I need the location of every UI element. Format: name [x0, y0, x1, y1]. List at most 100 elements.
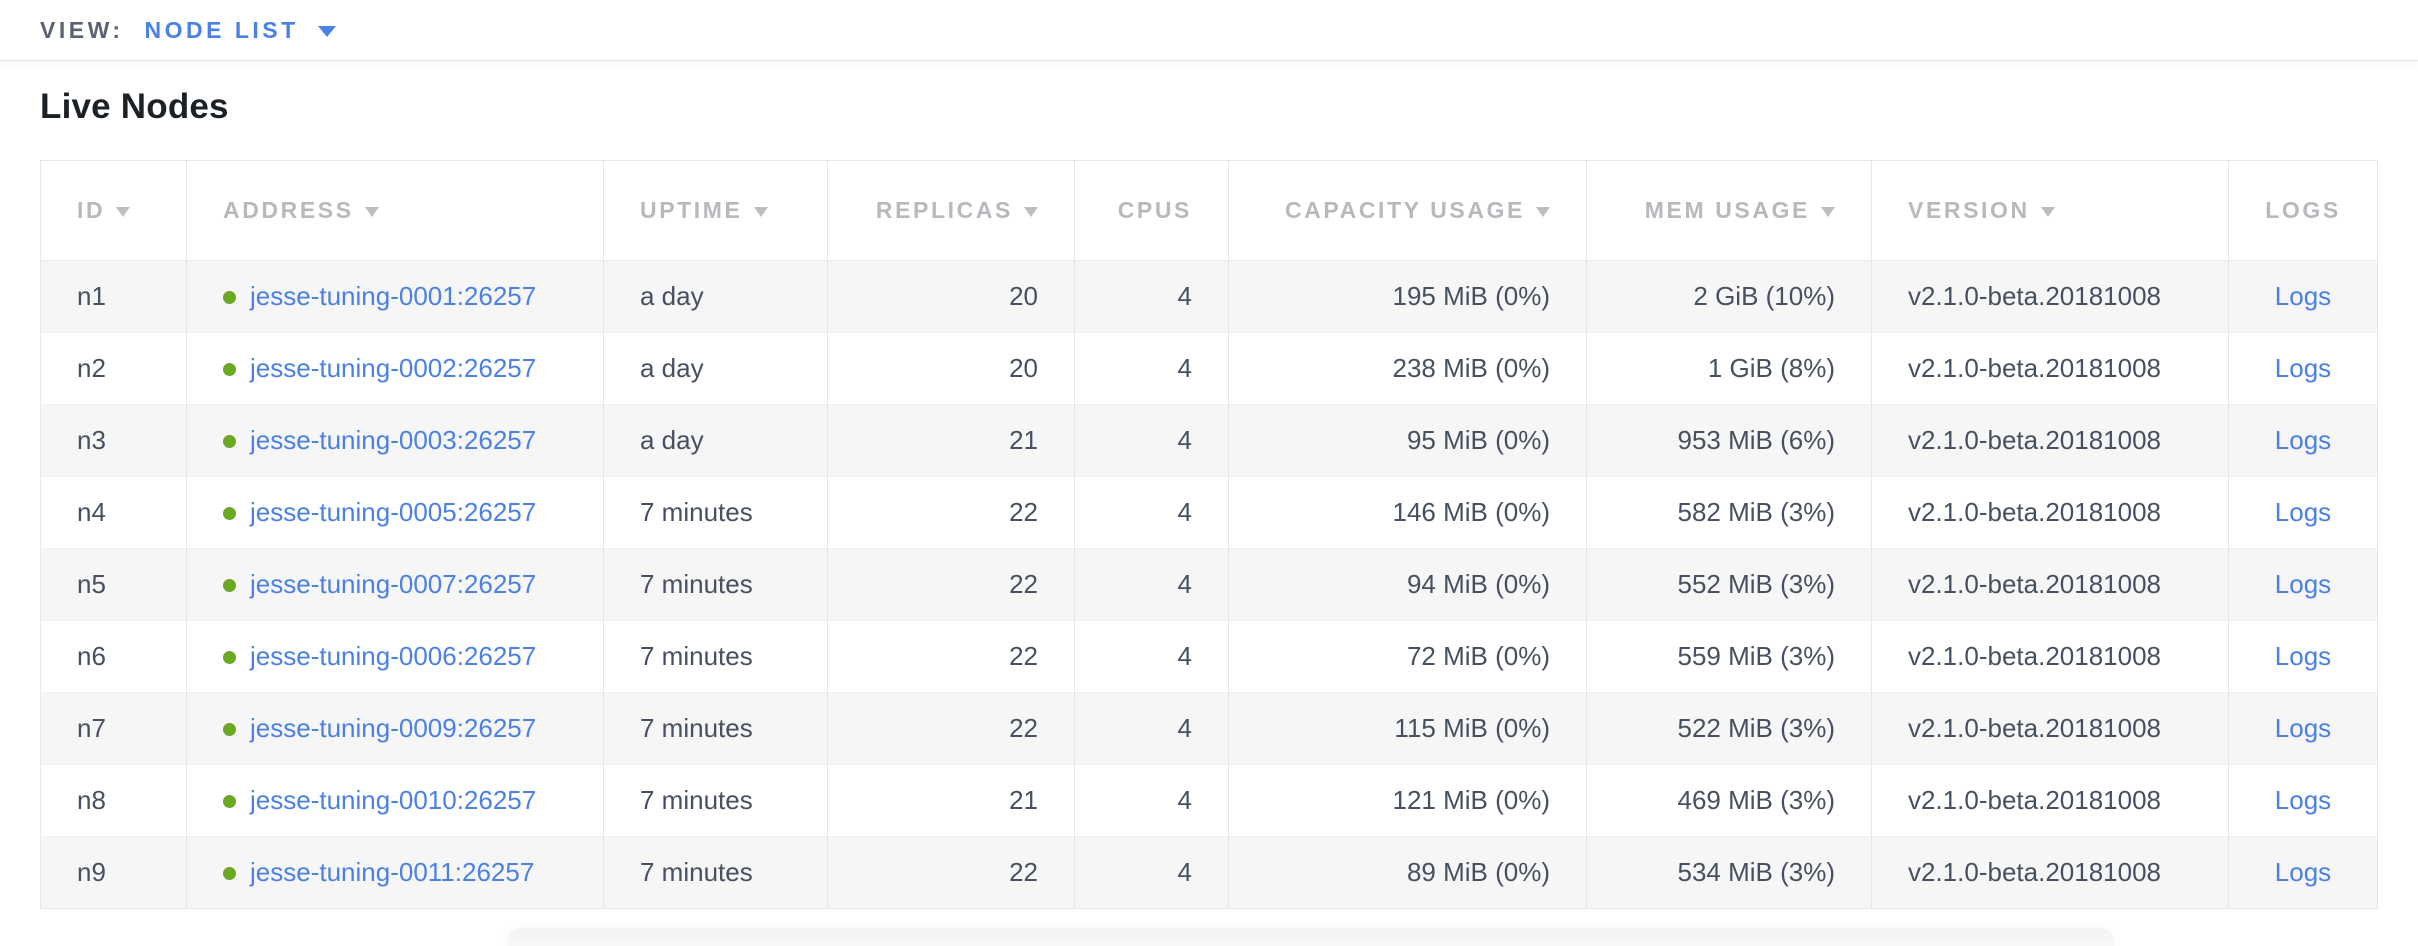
- cell-value: 95 MiB (0%): [1406, 425, 1550, 455]
- table-header-row: ID ADDRESS UPTIME REPLICAS CPUS CAPACITY USAG…: [40, 160, 2378, 261]
- cell-value: n9: [77, 857, 106, 887]
- cell-version: v2.1.0-beta.20181008: [1871, 476, 2229, 549]
- node-live-status-icon: [223, 507, 236, 520]
- cell-logs: Logs: [2228, 764, 2378, 837]
- cell-version: v2.1.0-beta.20181008: [1871, 260, 2229, 333]
- node-live-status-icon: [223, 579, 236, 592]
- cell-value: n8: [77, 785, 106, 815]
- logs-link[interactable]: Logs: [2274, 281, 2332, 311]
- logs-link[interactable]: Logs: [2274, 425, 2332, 455]
- column-header-mem_usage[interactable]: MEM USAGE: [1586, 160, 1872, 261]
- node-live-status-icon: [223, 291, 236, 304]
- cell-address: jesse-tuning-0010:26257: [186, 764, 604, 837]
- view-selector[interactable]: NODE LIST: [145, 17, 336, 44]
- view-selector-value: NODE LIST: [144, 16, 299, 43]
- logs-link[interactable]: Logs: [2274, 353, 2332, 383]
- cell-uptime: a day: [603, 332, 828, 405]
- cell-cpus: 4: [1074, 476, 1229, 549]
- logs-link[interactable]: Logs: [2274, 497, 2332, 527]
- node-address-link[interactable]: jesse-tuning-0001:26257: [250, 281, 537, 311]
- cell-mem_usage: 1 GiB (8%): [1586, 332, 1872, 405]
- cell-mem_usage: 534 MiB (3%): [1586, 836, 1872, 909]
- cell-uptime: 7 minutes: [603, 692, 828, 765]
- cell-value: 534 MiB (3%): [1677, 857, 1836, 887]
- cell-value: v2.1.0-beta.20181008: [1908, 857, 2161, 887]
- cell-value: n7: [77, 713, 106, 743]
- cell-value: 582 MiB (3%): [1677, 497, 1836, 527]
- page-title: Live Nodes: [40, 87, 229, 126]
- cell-value: 4: [1177, 857, 1192, 887]
- cell-replicas: 22: [827, 476, 1075, 549]
- node-address-link[interactable]: jesse-tuning-0006:26257: [250, 641, 537, 671]
- cell-value: 72 MiB (0%): [1406, 641, 1550, 671]
- cell-replicas: 22: [827, 692, 1075, 765]
- column-header-label: UPTIME: [640, 197, 743, 223]
- cell-address: jesse-tuning-0003:26257: [186, 404, 604, 477]
- cell-value: 21: [1009, 785, 1038, 815]
- cell-mem_usage: 582 MiB (3%): [1586, 476, 1872, 549]
- cell-value: a day: [640, 281, 704, 311]
- cell-value: 22: [1009, 641, 1038, 671]
- node-address-link[interactable]: jesse-tuning-0005:26257: [250, 497, 537, 527]
- column-header-uptime[interactable]: UPTIME: [603, 160, 828, 261]
- cell-id: n5: [40, 548, 187, 621]
- cell-address: jesse-tuning-0001:26257: [186, 260, 604, 333]
- column-header-label: ID: [77, 197, 106, 223]
- sort-descending-icon: [1821, 206, 1835, 217]
- cell-value: 4: [1177, 281, 1192, 311]
- column-header-id[interactable]: ID: [40, 160, 187, 261]
- logs-link[interactable]: Logs: [2274, 641, 2332, 671]
- cell-cpus: 4: [1074, 260, 1229, 333]
- node-address-link[interactable]: jesse-tuning-0010:26257: [250, 785, 537, 815]
- cell-version: v2.1.0-beta.20181008: [1871, 548, 2229, 621]
- cell-value: 953 MiB (6%): [1677, 425, 1836, 455]
- table-row: n3 jesse-tuning-0003:26257 a day 21 4 95 MiB …: [40, 404, 2378, 477]
- node-address-link[interactable]: jesse-tuning-0011:26257: [250, 857, 535, 887]
- cell-cpus: 4: [1074, 836, 1229, 909]
- cell-mem_usage: 559 MiB (3%): [1586, 620, 1872, 693]
- cell-value: 2 GiB (10%): [1693, 281, 1835, 311]
- cell-capacity_usage: 238 MiB (0%): [1228, 332, 1587, 405]
- cell-capacity_usage: 115 MiB (0%): [1228, 692, 1587, 765]
- logs-link[interactable]: Logs: [2274, 857, 2332, 887]
- cell-value: 146 MiB (0%): [1392, 497, 1551, 527]
- cell-value: 22: [1009, 497, 1038, 527]
- cell-version: v2.1.0-beta.20181008: [1871, 620, 2229, 693]
- cell-mem_usage: 2 GiB (10%): [1586, 260, 1872, 333]
- cell-replicas: 20: [827, 260, 1075, 333]
- cell-address: jesse-tuning-0005:26257: [186, 476, 604, 549]
- node-address-link[interactable]: jesse-tuning-0007:26257: [250, 569, 537, 599]
- cell-cpus: 4: [1074, 764, 1229, 837]
- table-row: n9 jesse-tuning-0011:26257 7 minutes 22 4 89 …: [40, 836, 2378, 909]
- logs-link[interactable]: Logs: [2274, 569, 2332, 599]
- node-address-link[interactable]: jesse-tuning-0009:26257: [250, 713, 537, 743]
- cell-version: v2.1.0-beta.20181008: [1871, 332, 2229, 405]
- cell-capacity_usage: 121 MiB (0%): [1228, 764, 1587, 837]
- column-header-replicas[interactable]: REPLICAS: [827, 160, 1075, 261]
- cell-replicas: 22: [827, 620, 1075, 693]
- live-nodes-table: ID ADDRESS UPTIME REPLICAS CPUS CAPACITY USAG…: [40, 160, 2378, 909]
- cell-value: v2.1.0-beta.20181008: [1908, 641, 2161, 671]
- cell-value: 121 MiB (0%): [1392, 785, 1551, 815]
- logs-link[interactable]: Logs: [2274, 785, 2332, 815]
- cell-id: n8: [40, 764, 187, 837]
- sort-descending-icon: [116, 206, 131, 217]
- cell-uptime: 7 minutes: [603, 836, 828, 909]
- node-address-link[interactable]: jesse-tuning-0003:26257: [250, 425, 537, 455]
- node-live-status-icon: [223, 723, 236, 736]
- node-live-status-icon: [223, 867, 236, 880]
- column-header-capacity_usage[interactable]: CAPACITY USAGE: [1228, 160, 1587, 261]
- column-header-address[interactable]: ADDRESS: [186, 160, 604, 261]
- cell-id: n6: [40, 620, 187, 693]
- sort-descending-icon: [364, 206, 379, 217]
- node-address-link[interactable]: jesse-tuning-0002:26257: [250, 353, 537, 383]
- cell-id: n1: [40, 260, 187, 333]
- cell-capacity_usage: 89 MiB (0%): [1228, 836, 1587, 909]
- sort-descending-icon: [2040, 206, 2055, 217]
- column-header-version[interactable]: VERSION: [1871, 160, 2229, 261]
- cell-version: v2.1.0-beta.20181008: [1871, 692, 2229, 765]
- cell-logs: Logs: [2228, 404, 2378, 477]
- cell-value: n1: [77, 281, 106, 311]
- logs-link[interactable]: Logs: [2274, 713, 2332, 743]
- cell-uptime: 7 minutes: [603, 764, 828, 837]
